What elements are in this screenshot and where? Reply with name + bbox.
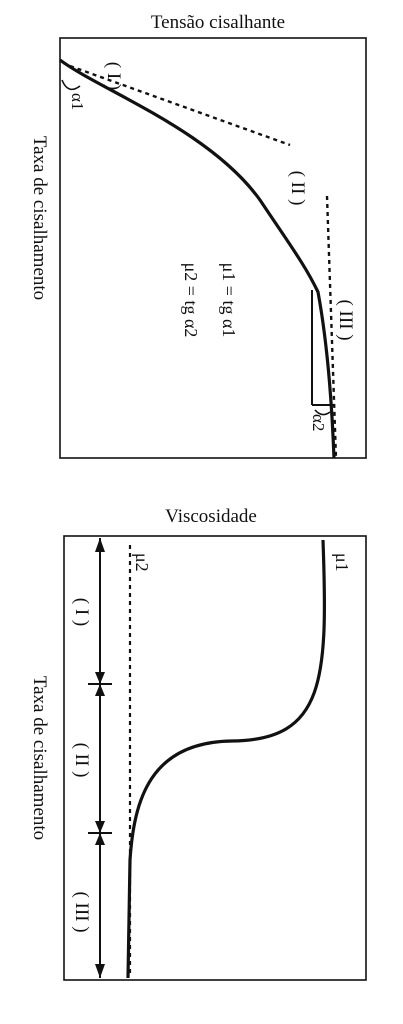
viscosity-curve <box>128 540 324 978</box>
alpha1-arc <box>62 80 80 89</box>
alpha1-label: α1 <box>68 93 87 110</box>
curve-label-mu1: μ1 <box>332 553 352 572</box>
shear-stress-curve <box>60 60 334 458</box>
viscosity-region-1: ( I ) <box>71 598 92 626</box>
viscosity-region-3: ( III ) <box>71 891 92 932</box>
dimension-arrow-bottom <box>95 964 105 978</box>
shear-stress-axis-label: Taxa de cisalhamento <box>29 136 50 300</box>
divider-2-arrow-up <box>95 821 105 833</box>
divider-2-arrow-down <box>95 833 105 845</box>
shear-stress-region-3: ( III ) <box>335 299 356 340</box>
alpha2-label: α2 <box>309 414 328 431</box>
shear-stress-frame <box>60 38 366 458</box>
divider-1-arrow-up <box>95 672 105 684</box>
dimension-arrow-top <box>95 538 105 552</box>
viscosity-diagram: Viscosidade Taxa de cisalhamento μ1 μ2 (… <box>29 506 366 980</box>
viscosity-frame <box>64 536 366 980</box>
equation-mu1: μ1 = tg α1 <box>219 263 239 338</box>
curve-label-mu2: μ2 <box>132 553 152 572</box>
tangent-line-alpha1 <box>70 66 290 145</box>
viscosity-axis-label: Taxa de cisalhamento <box>29 676 50 840</box>
shear-stress-title: Tensão cisalhante <box>151 12 285 33</box>
viscosity-region-2: ( II ) <box>71 743 92 778</box>
divider-1-arrow-down <box>95 684 105 696</box>
viscosity-title: Viscosidade <box>165 506 257 527</box>
shear-stress-region-2: ( II ) <box>287 171 308 206</box>
shear-stress-diagram: Tensão cisalhante Taxa de cisalhamento α… <box>29 12 366 458</box>
equation-mu2: μ2 = tg α2 <box>181 263 201 338</box>
shear-stress-region-1: ( I ) <box>103 62 124 90</box>
